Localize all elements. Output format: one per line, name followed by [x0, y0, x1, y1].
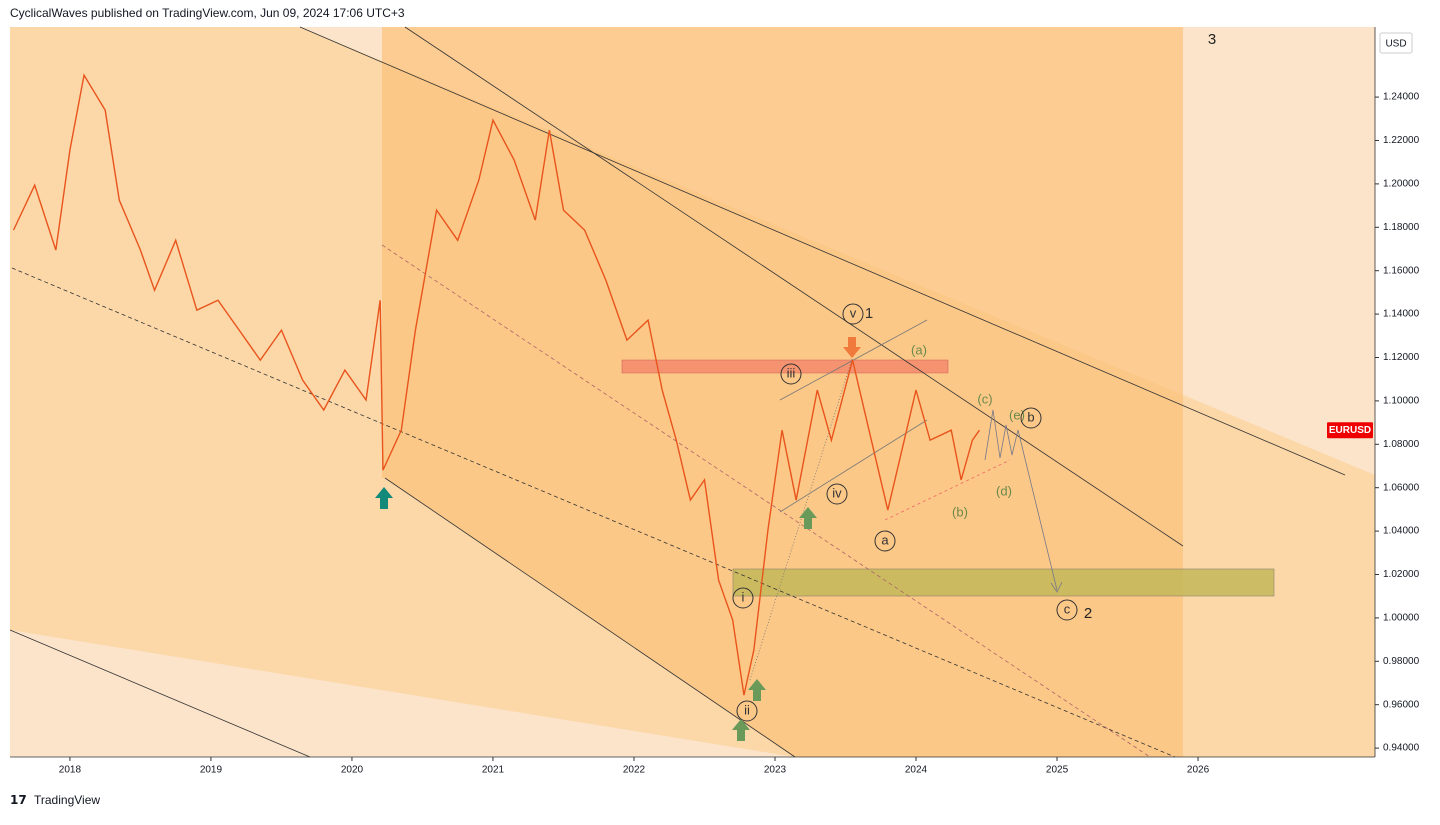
footer-logo: 𝟭𝟳 [10, 793, 27, 807]
wave-label: iv [832, 485, 842, 500]
wave-label: (d) [996, 483, 1012, 498]
wave-label: 3 [1208, 31, 1216, 48]
wave-label: (e) [1009, 407, 1025, 422]
x-tick-label: 2018 [59, 765, 82, 776]
x-tick-label: 2022 [623, 765, 646, 776]
x-tick-label: 2024 [905, 765, 928, 776]
wave-label: c [1064, 601, 1071, 616]
signal-arrows [375, 337, 861, 741]
y-tick-label: 1.00000 [1383, 613, 1420, 624]
y-tick-label: 1.06000 [1383, 482, 1420, 493]
wave-circle [874, 530, 896, 552]
y-tick-label: 1.20000 [1383, 179, 1420, 190]
x-tick-label: 2020 [341, 765, 364, 776]
wave-label: 2 [1084, 605, 1092, 622]
wave-circle [736, 700, 758, 722]
price-axis [1375, 27, 1440, 784]
y-tick-label: 1.10000 [1383, 396, 1420, 407]
x-tick-label: 2019 [200, 765, 223, 776]
wave-label: (b) [952, 504, 968, 519]
y-tick-label: 0.94000 [1383, 743, 1420, 754]
wave-label: (a) [911, 342, 927, 357]
x-tick-label: 2025 [1046, 765, 1069, 776]
wave-label: iii [787, 365, 796, 380]
wave-circle [732, 587, 754, 609]
wave-label: b [1027, 409, 1034, 424]
y-tick-label: 0.96000 [1383, 699, 1420, 710]
x-tick-label: 2026 [1187, 765, 1210, 776]
wave-label: a [881, 532, 889, 547]
y-tick-label: 1.08000 [1383, 439, 1420, 450]
header-title: CyclicalWaves published on TradingView.c… [10, 6, 405, 20]
y-tick-label: 1.02000 [1383, 569, 1420, 580]
plot-background [10, 27, 1375, 757]
wave-circle [1020, 407, 1042, 429]
y-tick-label: 1.12000 [1383, 352, 1420, 363]
wave-circle [780, 363, 802, 385]
x-tick-label: 2023 [764, 765, 787, 776]
y-tick-label: 1.18000 [1383, 222, 1420, 233]
wave-label: 1 [865, 305, 873, 322]
y-tick-label: 1.14000 [1383, 309, 1420, 320]
price-tag-label: EURUSD [1329, 425, 1371, 436]
footer-brand: TradingView [34, 793, 100, 807]
plot [12, 73, 981, 696]
drawings [9, 26, 1346, 758]
currency-box [1379, 32, 1413, 54]
wave-circle [1056, 599, 1078, 621]
wave-label: (c) [977, 391, 992, 406]
wave-label: ii [744, 702, 750, 717]
y-tick-label: 1.16000 [1383, 265, 1420, 276]
price-line [12, 73, 981, 696]
y-tick-label: 1.24000 [1383, 92, 1420, 103]
wave-label: v [850, 305, 857, 320]
currency: USD [1385, 39, 1406, 50]
y-tick-label: 0.98000 [1383, 656, 1420, 667]
y-tick-label: 1.22000 [1383, 135, 1420, 146]
x-tick-label: 2021 [482, 765, 505, 776]
wave-circle [826, 483, 848, 505]
y-tick-label: 1.04000 [1383, 526, 1420, 537]
wave-circle [842, 303, 864, 325]
wave-label: i [742, 589, 745, 604]
price-tag [1327, 422, 1373, 439]
